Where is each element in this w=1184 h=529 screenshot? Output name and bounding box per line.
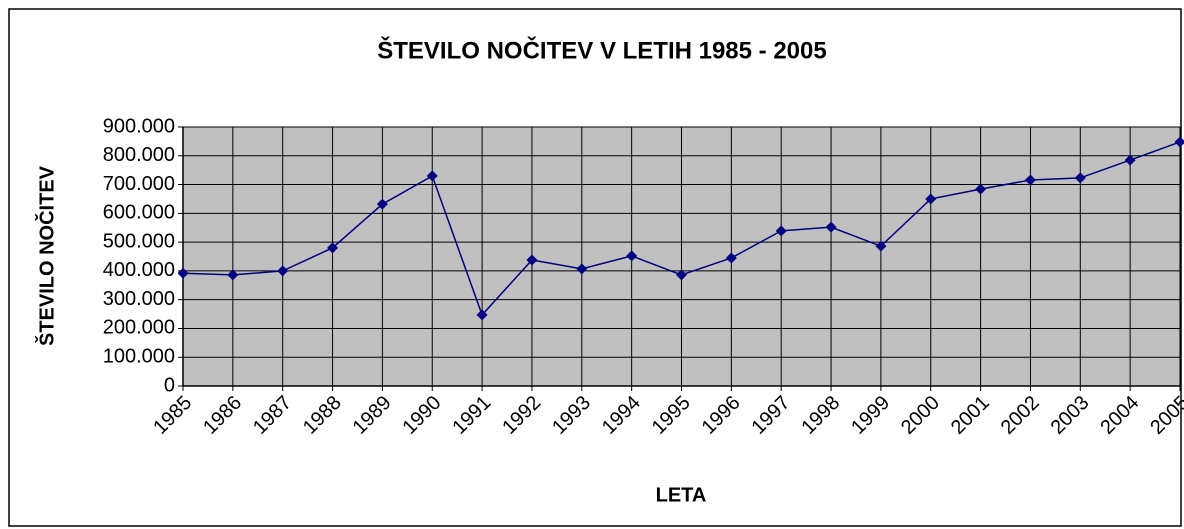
data-point: [626, 250, 638, 262]
data-point: [775, 225, 787, 237]
data-point: [1124, 154, 1136, 166]
data-point: [1074, 172, 1086, 184]
y-tick-label: 900.000: [103, 115, 175, 137]
y-tick-label: 300.000: [103, 288, 175, 310]
data-point: [576, 263, 588, 275]
data-point: [526, 254, 538, 266]
data-point: [1024, 174, 1036, 186]
data-point: [725, 252, 737, 264]
y-axis-label: ŠTEVILO NOČITEV: [34, 165, 58, 346]
data-point: [975, 183, 987, 195]
data-point: [277, 265, 289, 277]
data-point: [676, 269, 687, 281]
chart-title: ŠTEVILO NOČITEV V LETIH 1985 - 2005: [377, 36, 826, 64]
y-tick-label: 600.000: [103, 202, 175, 224]
data-point: [825, 221, 837, 233]
x-axis-label: LETA: [656, 484, 707, 506]
data-point: [327, 242, 339, 254]
y-tick-label: 0: [164, 374, 175, 396]
data-point: [227, 269, 239, 281]
data-point: [875, 240, 887, 252]
y-tick-label: 700.000: [103, 173, 175, 195]
y-tick-label: 200.000: [103, 317, 175, 339]
data-point: [925, 193, 937, 205]
data-point: [1174, 136, 1184, 148]
data-point: [177, 267, 189, 279]
y-tick-label: 500.000: [103, 230, 175, 252]
data-point: [476, 309, 488, 321]
data-point: [426, 170, 438, 182]
y-tick-label: 400.000: [103, 259, 175, 281]
y-tick-label: 100.000: [103, 346, 175, 368]
y-tick-label: 800.000: [103, 144, 175, 166]
data-point: [376, 198, 388, 210]
